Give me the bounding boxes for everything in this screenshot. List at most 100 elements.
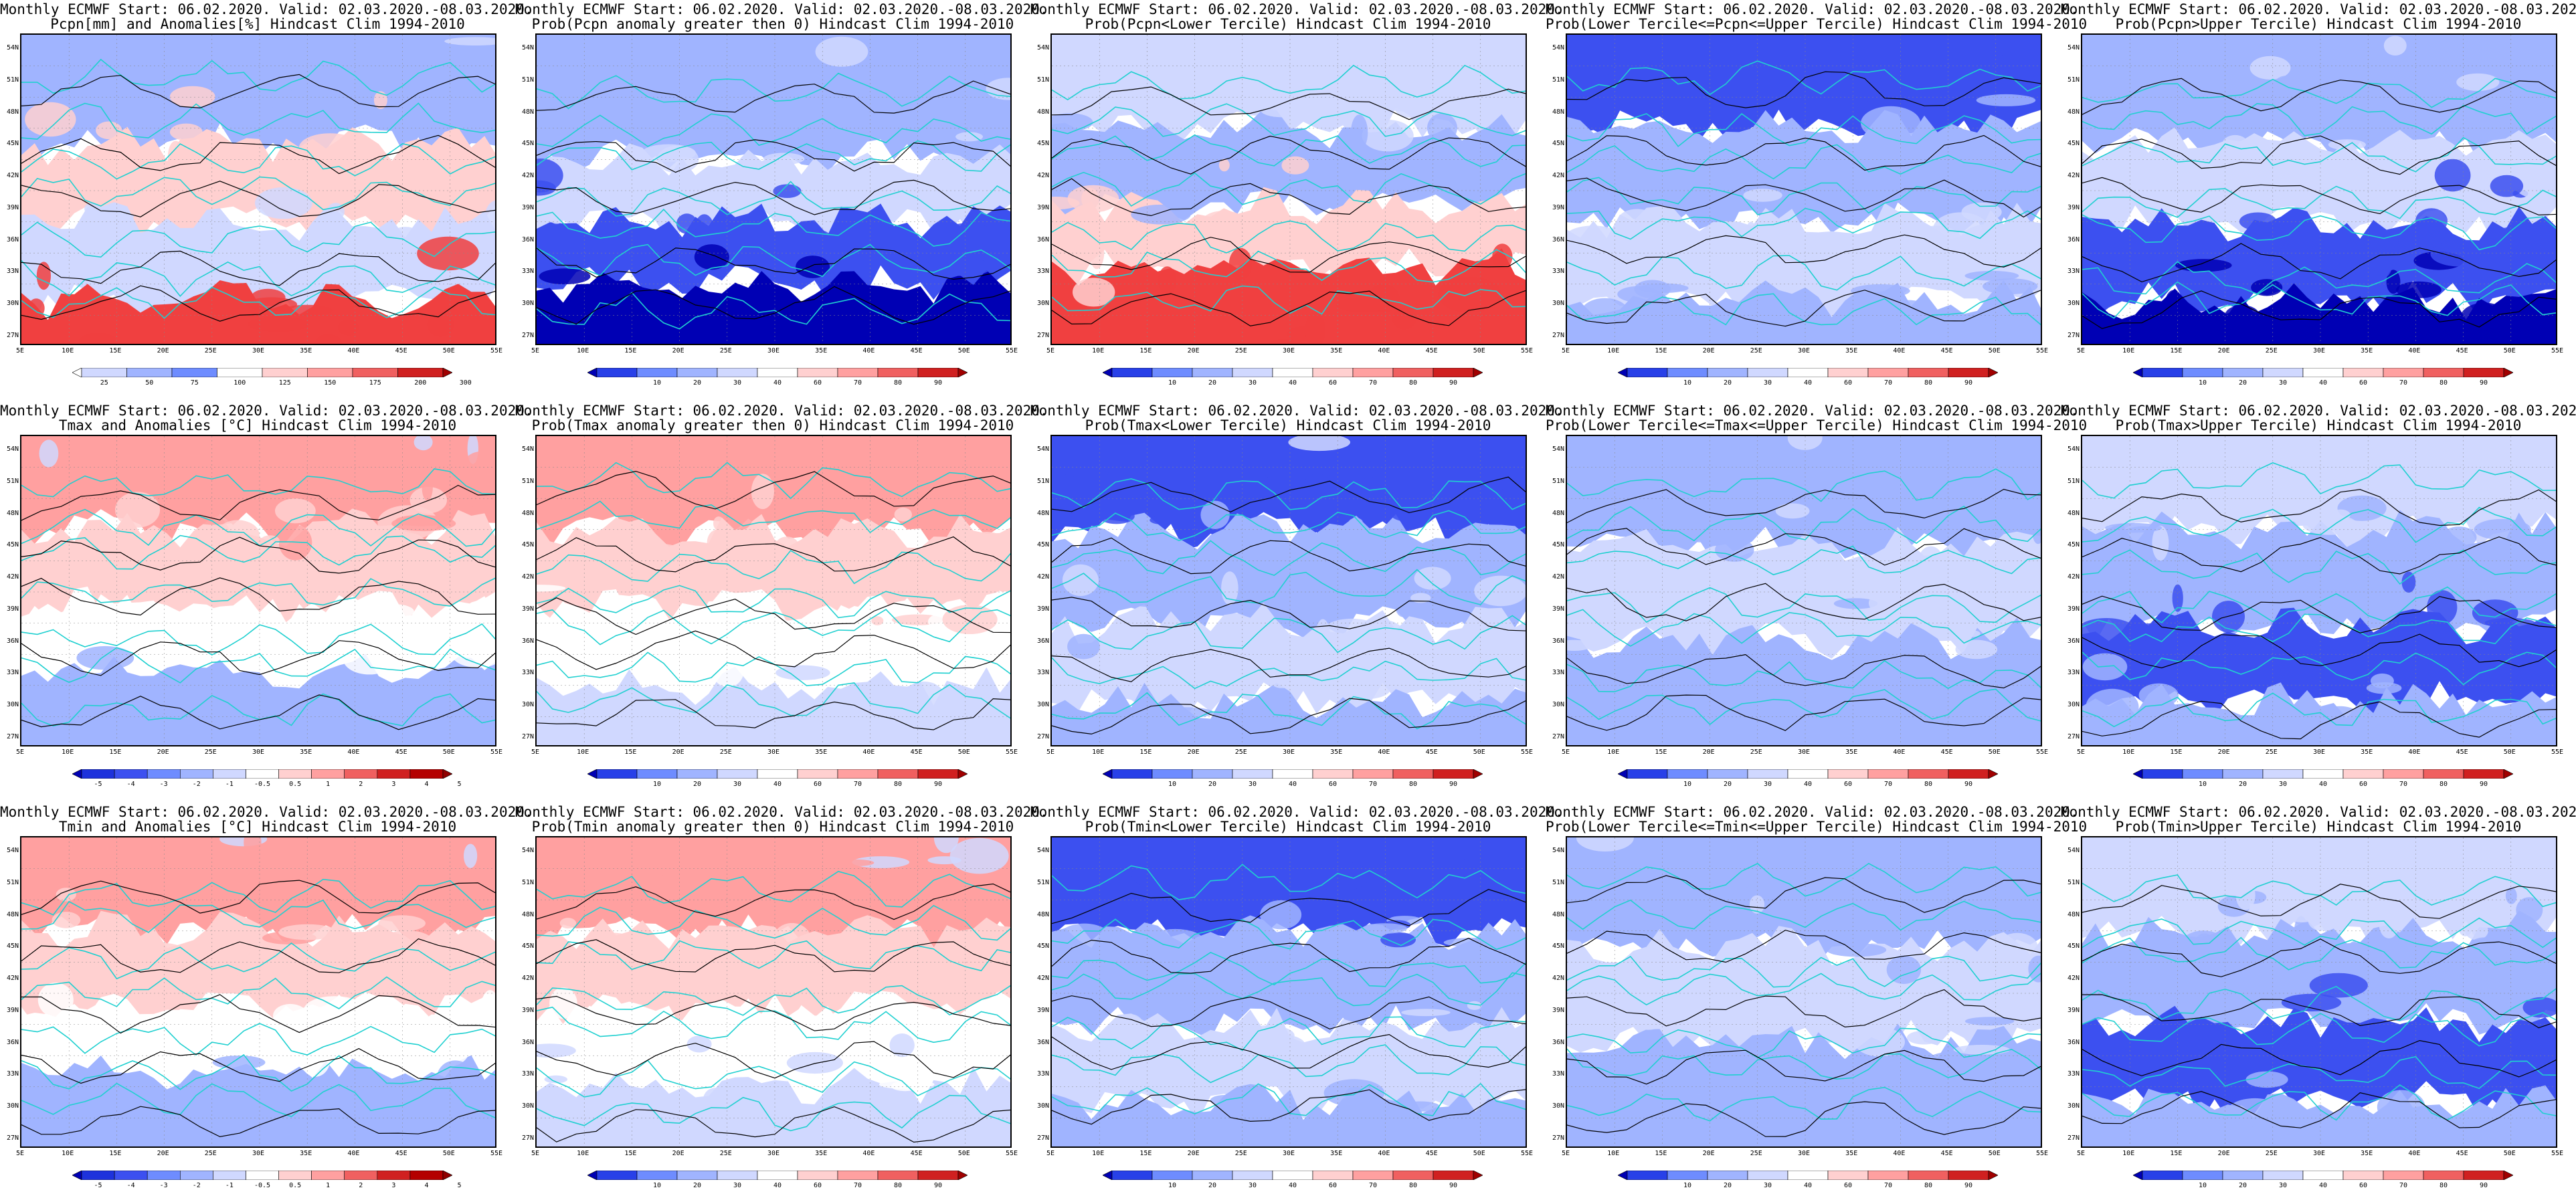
field-patch [1157, 707, 1214, 718]
field-patch [1918, 546, 1944, 579]
legend-label: -3 [159, 781, 168, 788]
field-patch [1823, 734, 1885, 745]
field-patch [2377, 1090, 2425, 1124]
field-patch [444, 37, 495, 45]
field-band [2082, 283, 2556, 344]
legend-swatch [1433, 1171, 1474, 1180]
contour-line [1567, 1101, 2041, 1137]
legend-label: 10 [1683, 1182, 1692, 1189]
contour-line [1567, 488, 2041, 524]
field-patch [115, 252, 143, 264]
field-patch [276, 1047, 304, 1062]
contour-line [2082, 938, 2556, 977]
longitude-label: 25E [204, 748, 217, 756]
field-patch [2430, 241, 2488, 267]
legend-label: 30 [733, 379, 742, 387]
legend-label: 80 [893, 781, 903, 788]
field-patch [1820, 1116, 1858, 1140]
field-patch [1833, 598, 1878, 609]
map-canvas [537, 837, 1010, 1146]
forecast-panel: Monthly ECMWF Start: 06.02.2020. Valid: … [515, 401, 1048, 803]
field-patch [1750, 960, 1783, 994]
field-patch [1131, 860, 1191, 889]
legend-label: 60 [813, 379, 822, 387]
contour-line [21, 181, 495, 217]
longitude-label: 55E [2551, 748, 2564, 756]
field-patch [375, 538, 403, 567]
field-patch [1401, 1101, 1440, 1112]
coastline [21, 577, 495, 607]
legend-label: 70 [2399, 379, 2408, 387]
field-patch [1067, 633, 1100, 660]
latitude-label: 48N [1036, 509, 1049, 517]
legend-label: -5 [94, 1182, 102, 1189]
legend-swatch [278, 769, 312, 779]
map-canvas [21, 35, 495, 344]
forecast-panel: Monthly ECMWF Start: 06.02.2020. Valid: … [1546, 401, 2087, 803]
field-patch [1265, 464, 1313, 482]
legend-swatch [1667, 769, 1708, 779]
field-patch [902, 647, 949, 668]
contour-line [1567, 1049, 2041, 1085]
legend-swatch [1111, 769, 1153, 779]
latitude-label: 54N [1552, 44, 1564, 52]
legend-label: 5 [457, 1182, 462, 1189]
field-band [2082, 607, 2556, 720]
field-patch [795, 558, 854, 578]
field-patch [1630, 1003, 1667, 1030]
field-patch [1340, 680, 1390, 700]
longitude-label: 40E [1378, 347, 1390, 355]
field-patch [2426, 92, 2469, 118]
field-patch [1964, 270, 2019, 281]
field-patch [250, 288, 286, 306]
legend-label: 90 [2479, 1182, 2488, 1189]
legend-label: 5 [457, 781, 462, 788]
field-patch [2467, 937, 2502, 960]
field-patch [1748, 474, 1766, 508]
field-patch [707, 529, 729, 556]
map-canvas [2082, 436, 2556, 745]
longitude-label: 20E [1187, 347, 1200, 355]
coastline [2082, 1011, 2556, 1047]
field-patch [1787, 436, 1823, 450]
panel-title-line1: Monthly ECMWF Start: 06.02.2020. Valid: … [1030, 1, 1564, 17]
longitude-label: 30E [252, 748, 265, 756]
field-patch [2382, 175, 2426, 211]
field-patch [1459, 880, 1475, 915]
latitude-label: 30N [521, 300, 534, 308]
longitude-label: 45E [2456, 748, 2468, 756]
field-patch [21, 1134, 76, 1146]
latitude-label: 51N [1036, 477, 1049, 485]
longitude-label: 30E [2312, 347, 2326, 355]
field-patch [954, 45, 994, 78]
latitude-label: 27N [6, 733, 19, 740]
field-patch [539, 268, 591, 285]
coastline [537, 243, 1010, 278]
longitude-label: 40E [862, 1150, 875, 1157]
latitude-label: 39N [1552, 203, 1564, 211]
forecast-map [1050, 836, 1527, 1148]
legend-swatch [171, 368, 217, 377]
legend-swatch [957, 769, 968, 779]
field-patch [2488, 544, 2501, 568]
latitude-label: 48N [521, 509, 534, 517]
field-patch [133, 942, 188, 966]
longitude-label: 45E [1940, 347, 1953, 355]
field-patch [895, 326, 953, 344]
longitude-label: 55E [490, 748, 503, 756]
longitude-label: 5E [531, 748, 540, 756]
field-patch [2383, 35, 2407, 56]
legend-label: 90 [2479, 781, 2488, 788]
field-patch [773, 184, 802, 198]
field-patch [96, 121, 122, 140]
legend-swatch [81, 1171, 115, 1180]
latitude-label: 39N [521, 605, 534, 613]
field-patch [736, 324, 798, 344]
coastline [1052, 864, 1526, 900]
coastline [2082, 506, 2556, 543]
legend-swatch [596, 1171, 638, 1180]
latitude-label: 36N [521, 637, 534, 645]
latitude-label: 51N [1036, 878, 1049, 886]
latitude-label: 33N [2067, 268, 2080, 276]
legend-swatch [1867, 769, 1909, 779]
